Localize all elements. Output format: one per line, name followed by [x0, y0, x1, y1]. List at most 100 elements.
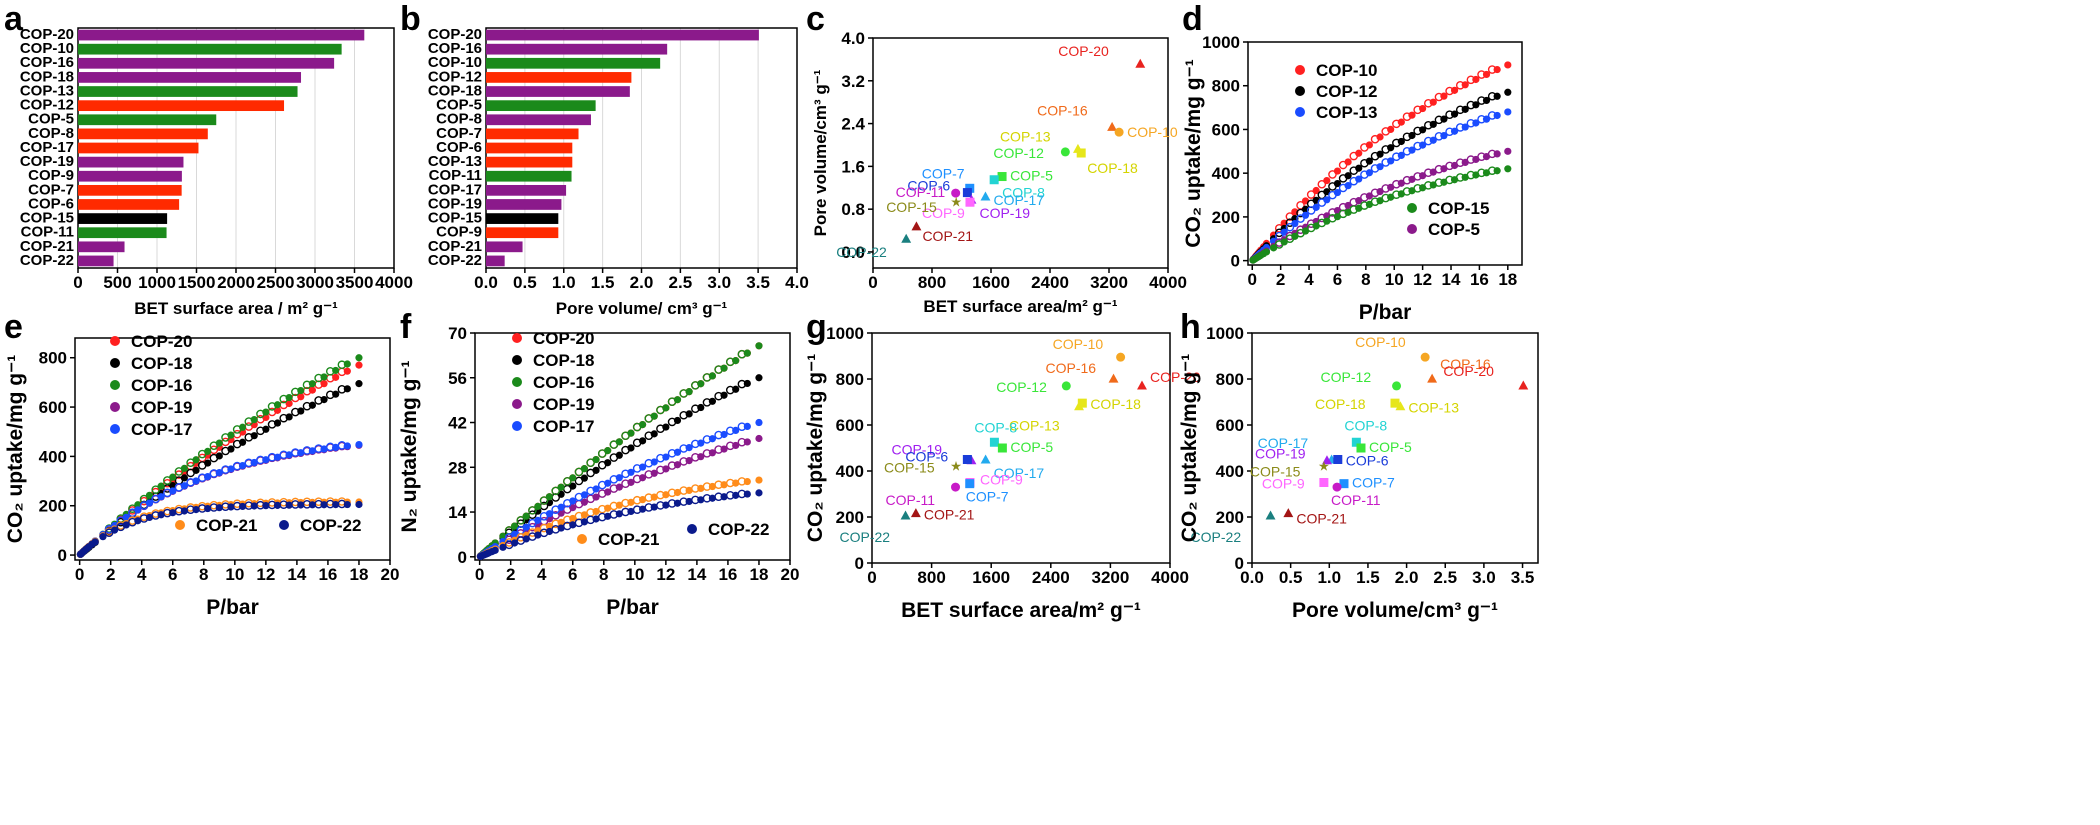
bar-label-cop-6: COP-6 — [436, 139, 482, 156]
point-cop-5 — [997, 172, 1007, 182]
bar-label-cop-16: COP-16 — [20, 54, 74, 71]
bar-label-cop-15: COP-15 — [428, 210, 482, 227]
y-tick-label: 200 — [1216, 508, 1244, 527]
x-tick-label: 1.0 — [552, 273, 576, 292]
desorption-point-cop-10 — [1445, 86, 1454, 96]
x-axis-title: Pore volume/ cm³ g⁻¹ — [556, 299, 728, 318]
desorption-point-cop-21 — [563, 515, 572, 525]
desorption-point-cop-12 — [1360, 158, 1369, 168]
adsorption-point-cop-16 — [510, 522, 519, 530]
point-label-cop-5: COP-5 — [1010, 439, 1053, 455]
adsorption-point-cop-19 — [755, 434, 763, 443]
desorption-point-cop-18 — [714, 391, 723, 401]
bar-label-cop-7: COP-7 — [28, 181, 74, 198]
point-label-cop-7: COP-7 — [966, 489, 1009, 505]
desorption-point-cop-18 — [267, 420, 277, 429]
desorption-point-cop-18 — [656, 424, 665, 434]
adsorption-point-cop-18 — [755, 374, 763, 382]
point-label-cop-5: COP-5 — [1369, 439, 1412, 455]
x-tick-label: 12 — [1413, 270, 1432, 289]
bar-cop-10 — [78, 43, 342, 55]
bar-cop-13 — [78, 86, 298, 97]
desorption-point-cop-21 — [632, 495, 642, 505]
x-tick-label: 2400 — [1032, 568, 1070, 587]
desorption-point-cop-22 — [586, 515, 595, 525]
desorption-point-cop-16 — [725, 357, 735, 367]
desorption-point-cop-22 — [702, 493, 712, 503]
legend-label-cop-16: COP-16 — [131, 376, 192, 395]
bar-label-cop-22: COP-22 — [428, 252, 482, 269]
x-tick-label: 4 — [537, 565, 547, 584]
x-tick-label: 8 — [199, 565, 208, 584]
bar-label-cop-12: COP-12 — [20, 97, 74, 114]
desorption-point-cop-17 — [679, 444, 689, 453]
x-tick-label: 10 — [225, 565, 244, 584]
desorption-point-cop-21 — [702, 482, 712, 491]
adsorption-point-cop-5 — [1504, 147, 1512, 155]
desorption-point-cop-10 — [1306, 190, 1316, 199]
x-tick-label: 16 — [1470, 270, 1489, 289]
y-tick-label: 0 — [458, 548, 467, 567]
adsorption-point-cop-22 — [499, 543, 507, 551]
x-tick-label: 4 — [137, 565, 147, 584]
bar-label-cop-22: COP-22 — [20, 252, 74, 269]
desorption-point-cop-5 — [1413, 172, 1422, 181]
desorption-point-cop-17 — [621, 469, 630, 479]
desorption-point-cop-21 — [679, 486, 689, 495]
x-tick-label: 3200 — [1091, 568, 1129, 587]
point-label-cop-21: COP-21 — [922, 228, 973, 244]
point-cop-22 — [901, 233, 912, 243]
point-cop-11 — [1332, 482, 1342, 492]
point-label-cop-6: COP-6 — [907, 178, 950, 194]
point-cop-17 — [980, 454, 991, 464]
y-tick-label: 0.8 — [841, 200, 865, 219]
desorption-point-cop-15 — [1370, 197, 1380, 207]
y-tick-label: 400 — [836, 462, 864, 481]
desorption-point-cop-17 — [632, 464, 642, 473]
x-axis-title: Pore volume/cm³ g⁻¹ — [1292, 599, 1498, 622]
desorption-point-cop-22 — [279, 500, 289, 509]
desorption-point-cop-16 — [702, 373, 712, 382]
x-tick-label: 1.0 — [1317, 568, 1341, 587]
point-label-cop-15: COP-15 — [884, 459, 935, 475]
desorption-point-cop-12 — [1434, 115, 1444, 125]
bar-cop-15 — [78, 213, 168, 224]
bar-cop-20 — [486, 29, 759, 41]
adsorption-point-cop-22 — [91, 538, 99, 546]
desorption-point-cop-10 — [1424, 98, 1433, 108]
bar-label-cop-19: COP-19 — [20, 153, 74, 170]
panel-a: 0 500 1000 1500 2000 2500 3000 3500 4000COP-20CO… — [20, 26, 413, 318]
desorption-point-cop-16 — [244, 417, 254, 426]
bar-label-cop-5: COP-5 — [28, 111, 74, 128]
desorption-point-cop-22 — [528, 532, 537, 541]
x-tick-label: 2400 — [1031, 273, 1069, 292]
point-label-cop-13: COP-13 — [1009, 418, 1060, 434]
desorption-point-cop-12 — [1402, 132, 1412, 142]
desorption-point-cop-22 — [291, 500, 300, 509]
bar-cop-22 — [486, 255, 505, 267]
point-label-cop-16: COP-16 — [1037, 102, 1088, 118]
desorption-point-cop-5 — [1455, 158, 1465, 167]
desorption-point-cop-22 — [116, 522, 126, 532]
desorption-point-cop-22 — [139, 514, 149, 523]
x-tick-label: 1600 — [972, 273, 1010, 292]
desorption-point-cop-10 — [1381, 127, 1391, 136]
point-cop-16 — [1427, 373, 1438, 383]
desorption-point-cop-22 — [539, 528, 549, 538]
point-cop-22 — [900, 510, 911, 520]
desorption-point-cop-5 — [1434, 164, 1444, 174]
point-cop-5 — [997, 443, 1007, 453]
desorption-point-cop-17 — [197, 473, 207, 482]
point-label-cop-7: COP-7 — [922, 165, 965, 181]
y-axis-title: N₂ uptake/mg g⁻¹ — [398, 360, 421, 532]
point-label-cop-19: COP-19 — [979, 205, 1030, 221]
y-tick-label: 400 — [39, 447, 67, 466]
point-cop-15 — [950, 461, 962, 471]
desorption-point-cop-19 — [644, 470, 654, 479]
desorption-point-cop-10 — [1487, 65, 1497, 74]
y-tick-label: 56 — [448, 369, 467, 388]
desorption-point-cop-13 — [1370, 164, 1380, 173]
point-cop-11 — [951, 188, 961, 198]
point-cop-10 — [1114, 127, 1124, 137]
point-cop-7 — [965, 479, 975, 489]
